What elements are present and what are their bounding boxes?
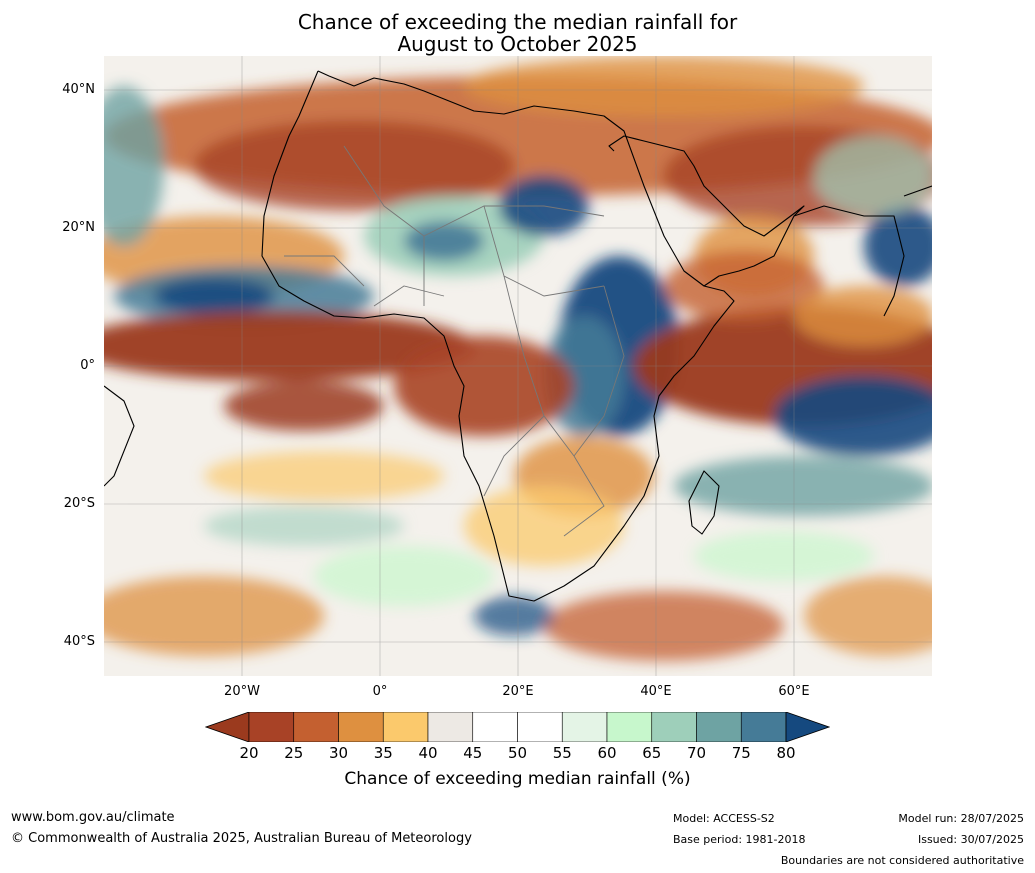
rainfall-map (104, 56, 932, 676)
chart-title-line1: Chance of exceeding the median rainfall … (297, 10, 738, 34)
lat-label-40n: 40°N (62, 82, 95, 97)
colorbar-tick-label: 60 (597, 744, 617, 762)
copyright-text: © Commonwealth of Australia 2025, Austra… (11, 831, 472, 846)
colorbar-tick-label: 70 (686, 744, 707, 762)
colorbar-swatch (696, 712, 742, 742)
lat-label-20n: 20°N (62, 220, 95, 235)
colorbar-extend-high (785, 712, 830, 742)
colorbar-tick-label: 40 (418, 744, 438, 762)
lon-label-40e: 40°E (640, 684, 672, 699)
lon-label-60e: 60°E (778, 684, 810, 699)
boundaries-disclaimer: Boundaries are not considered authoritat… (780, 854, 1024, 867)
lat-label-20s: 20°S (63, 496, 95, 511)
lon-label-20w: 20°W (224, 684, 260, 699)
base-period: Base period: 1981-2018 (673, 833, 806, 846)
colorbar-tick-label: 25 (284, 744, 304, 762)
colorbar-swatch (561, 712, 608, 742)
lon-label-20e: 20°E (502, 684, 534, 699)
lat-label-0: 0° (80, 358, 95, 373)
colorbar-tick-label: 55 (552, 744, 572, 762)
colorbar-tick-label: 50 (507, 744, 528, 762)
colorbar-tick-label: 65 (642, 744, 662, 762)
lat-label-40s: 40°S (63, 634, 95, 649)
model-run-date: Model run: 28/07/2025 (898, 812, 1024, 825)
colorbar-swatch (293, 712, 339, 742)
colorbar-swatch (382, 712, 429, 742)
colorbar-swatch (427, 712, 474, 742)
website-link[interactable]: www.bom.gov.au/climate (11, 810, 175, 825)
colorbar-swatch (517, 712, 563, 742)
colorbar-swatch (606, 712, 653, 742)
chart-title-line2: August to October 2025 (397, 32, 638, 56)
colorbar-swatch (740, 712, 787, 742)
lon-label-0: 0° (372, 684, 388, 699)
colorbar-tick-label: 45 (463, 744, 483, 762)
model-name: Model: ACCESS-S2 (673, 812, 775, 825)
colorbar-swatch (472, 712, 518, 742)
colorbar-tick-label: 80 (776, 744, 796, 762)
colorbar-tick-label: 35 (373, 744, 393, 762)
colorbar-tick-label: 20 (239, 744, 259, 762)
colorbar-extend-low (205, 712, 250, 742)
colorbar-swatch (651, 712, 697, 742)
colorbar-tick-label: 75 (731, 744, 751, 762)
colorbar-tick-label: 30 (328, 744, 349, 762)
colorbar-swatch (248, 712, 295, 742)
colorbar-label: Chance of exceeding median rainfall (%) (344, 769, 691, 789)
colorbar-swatch (338, 712, 384, 742)
colorbar (205, 712, 830, 742)
issued-date: Issued: 30/07/2025 (917, 833, 1024, 846)
map-canvas (104, 56, 932, 676)
